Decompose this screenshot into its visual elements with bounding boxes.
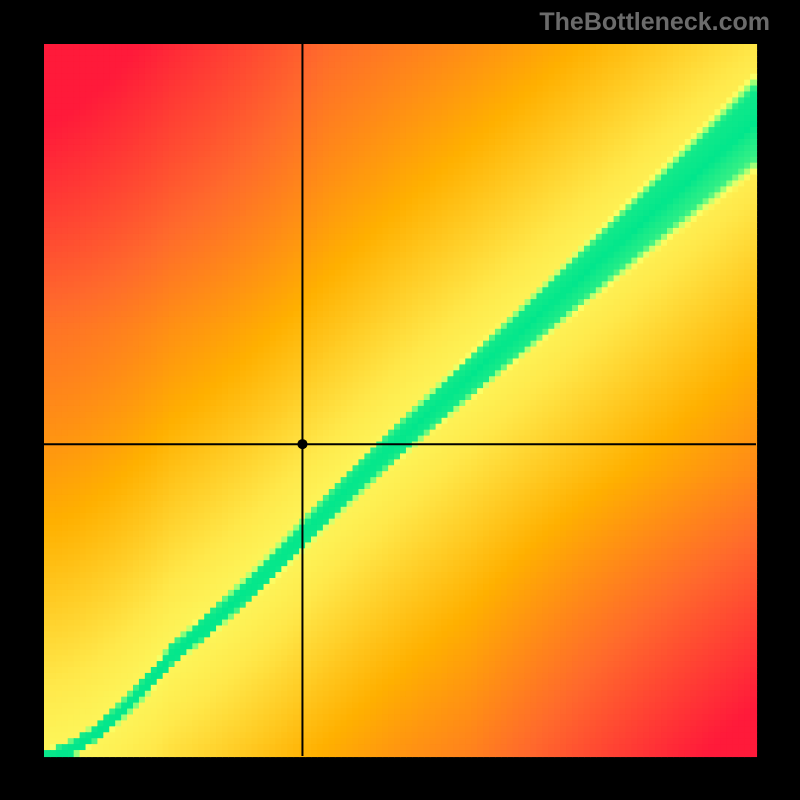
watermark-text: TheBottleneck.com: [539, 8, 770, 37]
bottleneck-heatmap: [0, 0, 800, 800]
chart-container: TheBottleneck.com: [0, 0, 800, 800]
